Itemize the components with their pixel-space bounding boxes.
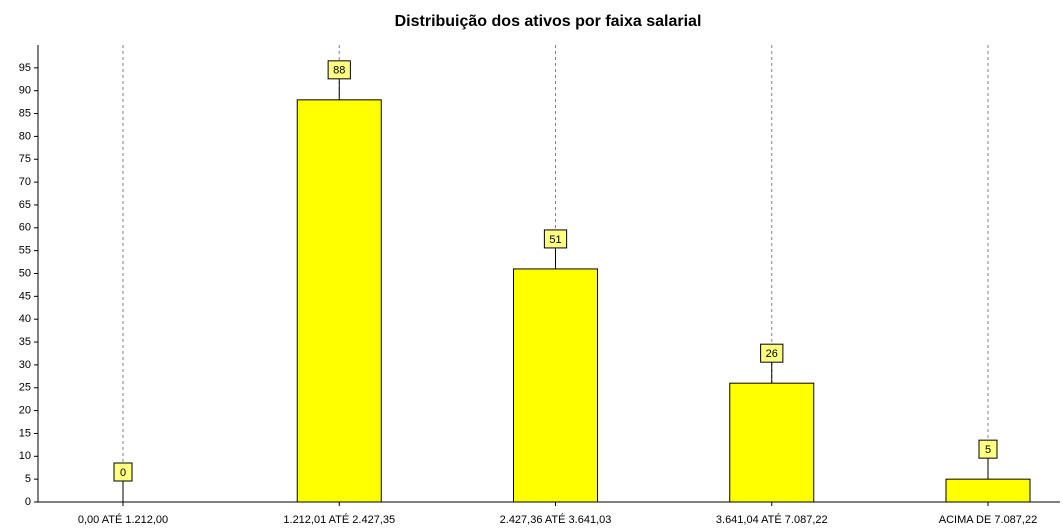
y-tick-label: 15: [19, 427, 31, 439]
data-label: 5: [985, 444, 991, 456]
y-tick-label: 50: [19, 267, 31, 279]
y-tick-label: 35: [19, 336, 31, 348]
bar: [513, 268, 598, 503]
y-tick-label: 10: [19, 450, 31, 462]
y-tick-label: 65: [19, 199, 31, 211]
y-tick-label: 85: [19, 107, 31, 119]
label-box: [113, 462, 133, 482]
y-tick-label: 5: [25, 473, 31, 485]
label-box: [543, 229, 568, 249]
y-tick-label: 20: [19, 405, 31, 417]
bar: [729, 382, 815, 503]
bar: [296, 99, 382, 503]
y-tick-label: 30: [19, 359, 31, 371]
y-tick-label: 55: [19, 245, 31, 257]
y-tick-label: 75: [19, 153, 31, 165]
data-label: 88: [333, 65, 345, 77]
y-tick-label: 0: [25, 496, 31, 508]
y-tick-label: 40: [19, 313, 31, 325]
y-tick-label: 60: [19, 222, 31, 234]
y-tick-label: 80: [19, 130, 31, 142]
y-tick-label: 70: [19, 176, 31, 188]
data-label: 0: [120, 467, 126, 479]
x-tick-label: 3.641,04 ATÉ 7.087,22: [716, 513, 828, 526]
label-box: [327, 60, 351, 80]
bar: [945, 478, 1031, 503]
label-box: [978, 439, 998, 459]
y-tick-label: 45: [19, 290, 31, 302]
label-box: [760, 343, 784, 363]
x-tick-label: 0,00 ATÉ 1.212,00: [78, 513, 168, 526]
y-tick-label: 95: [19, 62, 31, 74]
x-tick-label: ACIMA DE 7.087,22: [939, 514, 1037, 526]
x-tick-label: 2.427,36 ATÉ 3.641,03: [500, 513, 612, 526]
data-label: 26: [766, 348, 778, 360]
data-label: 51: [549, 234, 561, 246]
chart-title: Distribuição dos ativos por faixa salari…: [395, 13, 702, 30]
x-tick-label: 1.212,01 ATÉ 2.427,35: [283, 513, 395, 526]
y-tick-label: 25: [19, 382, 31, 394]
y-tick-label: 90: [19, 85, 31, 97]
